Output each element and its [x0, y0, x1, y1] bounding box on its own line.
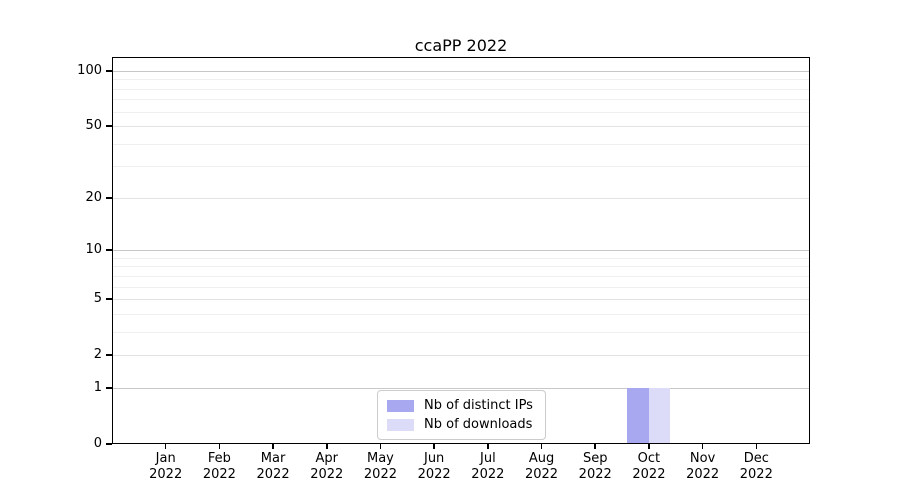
- x-tick-month: Dec: [743, 451, 769, 466]
- y-gridline: [112, 197, 810, 199]
- bar-distinct-ips: [627, 387, 649, 444]
- x-tick: [648, 444, 650, 449]
- x-tick: [379, 444, 382, 449]
- x-tick-year: 2022: [578, 467, 612, 482]
- x-tick: [755, 444, 758, 449]
- y-tick: [106, 70, 112, 72]
- chart-title: ccaPP 2022: [414, 36, 508, 55]
- y-tick-label: 1: [93, 379, 102, 395]
- legend-item: Nb of downloads: [387, 415, 533, 434]
- x-tick: [540, 444, 543, 449]
- legend-label: Nb of downloads: [424, 417, 533, 432]
- legend: Nb of distinct IPs Nb of downloads: [377, 390, 546, 440]
- y-gridline: [112, 355, 810, 357]
- x-tick-year: 2022: [202, 467, 236, 482]
- x-tick: [487, 444, 489, 449]
- y-tick-label: 20: [85, 189, 102, 205]
- x-tick-year: 2022: [471, 467, 505, 482]
- x-tick-label: Nov 2022: [668, 451, 738, 483]
- x-tick-year: 2022: [632, 467, 666, 482]
- x-tick-label: Jun 2022: [399, 451, 469, 483]
- y-minor-gridline: [112, 257, 810, 259]
- x-tick-year: 2022: [739, 467, 773, 482]
- bar-downloads: [648, 387, 671, 444]
- x-tick: [433, 444, 435, 449]
- x-tick-month: Jun: [423, 451, 445, 466]
- x-tick-label: Sep 2022: [560, 451, 630, 483]
- x-tick-month: Jan: [155, 451, 176, 466]
- y-tick-label: 100: [77, 63, 102, 78]
- x-tick-year: 2022: [363, 467, 397, 482]
- x-tick-label: Aug 2022: [507, 451, 577, 483]
- x-tick-year: 2022: [149, 467, 183, 482]
- x-tick-label: Mar 2022: [238, 451, 308, 483]
- x-tick-month: Apr: [315, 451, 339, 466]
- x-tick-label: Jan 2022: [131, 451, 201, 483]
- y-tick: [106, 387, 112, 389]
- x-tick-year: 2022: [256, 467, 290, 482]
- x-tick-label: May 2022: [345, 451, 415, 483]
- legend-label: Nb of distinct IPs: [424, 398, 533, 413]
- x-tick: [164, 444, 167, 449]
- y-gridline: [112, 250, 810, 252]
- y-tick-label: 10: [85, 242, 102, 258]
- x-tick: [701, 444, 704, 449]
- x-tick-year: 2022: [310, 467, 344, 482]
- y-minor-gridline: [112, 79, 810, 81]
- y-tick-label: 2: [93, 347, 102, 363]
- y-minor-gridline: [112, 88, 810, 90]
- y-tick: [106, 249, 112, 251]
- legend-swatch: [387, 418, 414, 431]
- x-tick-month: Mar: [260, 451, 286, 466]
- x-tick-year: 2022: [524, 467, 559, 482]
- x-tick-year: 2022: [417, 467, 451, 482]
- x-tick: [272, 444, 274, 449]
- y-tick-label: 50: [85, 118, 102, 134]
- x-tick: [218, 444, 221, 449]
- y-tick: [106, 125, 112, 127]
- y-minor-gridline: [112, 331, 810, 333]
- y-gridline: [112, 299, 810, 301]
- y-minor-gridline: [112, 275, 810, 277]
- y-gridline: [112, 126, 810, 128]
- y-minor-gridline: [112, 143, 810, 145]
- y-tick: [106, 354, 112, 356]
- y-gridline: [112, 387, 810, 389]
- y-tick: [106, 298, 112, 300]
- x-tick: [594, 444, 596, 449]
- y-tick-label: 0: [93, 436, 102, 451]
- x-tick-year: 2022: [686, 467, 720, 482]
- y-gridline: [112, 71, 810, 72]
- x-tick-label: Apr 2022: [292, 451, 362, 483]
- x-tick-month: May: [367, 451, 394, 466]
- legend-swatch: [387, 399, 414, 412]
- x-tick-month: Aug: [528, 451, 555, 466]
- x-tick-label: Dec 2022: [721, 451, 791, 483]
- x-tick: [326, 444, 328, 449]
- y-minor-gridline: [112, 111, 810, 113]
- y-minor-gridline: [112, 313, 810, 315]
- y-tick-label: 5: [93, 291, 102, 307]
- y-minor-gridline: [112, 99, 810, 101]
- y-minor-gridline: [112, 286, 810, 288]
- x-tick-label: Jul 2022: [453, 451, 523, 483]
- legend-item: Nb of distinct IPs: [387, 396, 533, 415]
- x-tick-month: Sep: [582, 451, 608, 466]
- y-minor-gridline: [112, 266, 810, 268]
- x-tick-label: Feb 2022: [184, 451, 254, 483]
- y-tick: [106, 443, 112, 445]
- x-tick-label: Oct 2022: [614, 451, 684, 483]
- x-tick-month: Oct: [637, 451, 661, 466]
- x-tick-month: Jul: [480, 451, 496, 466]
- y-minor-gridline: [112, 166, 810, 168]
- x-tick-month: Nov: [689, 451, 716, 466]
- y-tick: [106, 197, 112, 199]
- x-tick-month: Feb: [207, 451, 231, 466]
